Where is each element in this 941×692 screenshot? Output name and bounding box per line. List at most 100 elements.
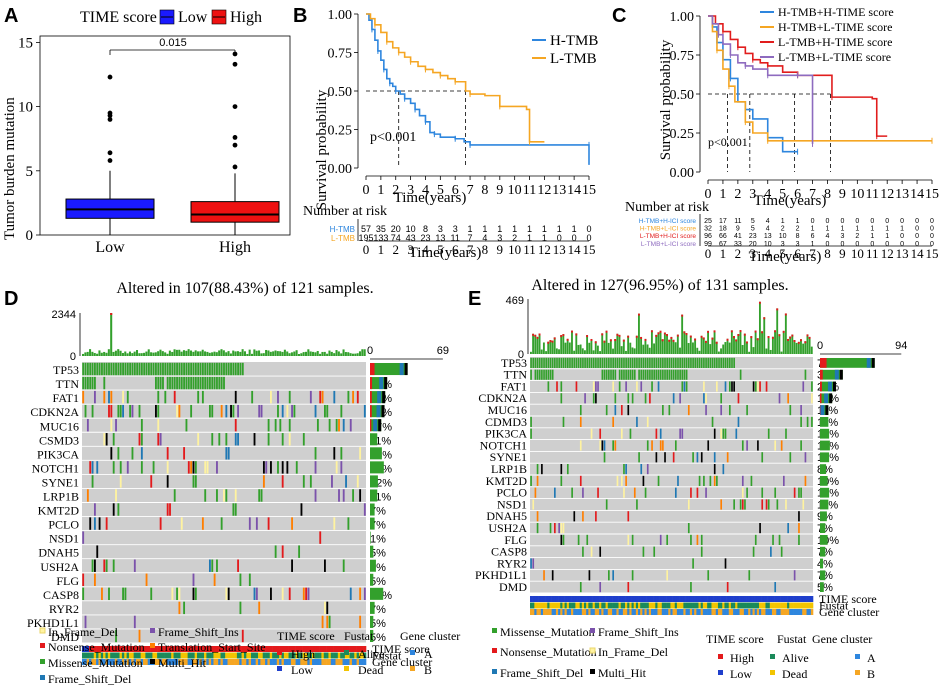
onco-annotation-cell [687, 609, 691, 615]
onco-percent-label: 5% [370, 576, 386, 588]
onco-cell [631, 534, 634, 545]
onco-cell [603, 369, 606, 380]
onco-cell [605, 405, 608, 416]
onco-annotation-cell [551, 609, 555, 615]
onco-annotation-cell [293, 659, 296, 665]
risk-xtick-label: 10 [851, 246, 864, 261]
onco-annot-legend-label: A [424, 647, 433, 661]
onco-legend-swatch [150, 659, 155, 664]
onco-annotation-cell [804, 602, 807, 609]
risk-xtick-label: 11 [866, 246, 879, 261]
onco-annotation-cell [281, 659, 285, 665]
onco-cell [166, 362, 169, 376]
onco-cell [657, 369, 660, 380]
onco-annotation-cell [194, 659, 198, 665]
onco-top-bar [789, 336, 792, 354]
onco-annotation-cell [793, 596, 797, 602]
onco-cell [223, 362, 225, 376]
onco-annotation-cell [685, 609, 689, 615]
onco-cell [726, 452, 729, 463]
onco-cell [551, 570, 554, 581]
risk-count: 23 [749, 233, 757, 240]
onco-side-bar-seg [820, 369, 823, 380]
onco-cell [599, 428, 602, 439]
onco-top-bar-cap [575, 333, 578, 336]
onco-annotation-cell [683, 602, 686, 609]
onco-cell [599, 582, 602, 593]
onco-annotation-cell [646, 609, 650, 615]
onco-annotation-cell [672, 596, 676, 602]
km-ytick-label: 0.00 [328, 162, 353, 177]
onco-annotation-cell [670, 596, 673, 602]
onco-top-bar [154, 352, 157, 356]
onco-annotation-cell [683, 609, 686, 615]
onco-annotation-cell [121, 659, 125, 665]
onco-annotation-cell [810, 609, 814, 615]
onco-annotation-cell [720, 609, 723, 615]
onco-annotation-cell [717, 602, 721, 609]
onco-annotation-cell [661, 596, 665, 602]
onco-top-bar [679, 347, 681, 354]
onco-annotation-cell [117, 652, 120, 659]
onco-gene-label: NSD1 [49, 532, 79, 546]
onco-annotation-cell [290, 646, 294, 652]
onco-top-bar [692, 342, 694, 354]
onco-cell [640, 357, 643, 368]
risk-count: 0 [870, 218, 874, 225]
onco-top-bar-cap [743, 333, 746, 336]
onco-top-bar [255, 350, 258, 356]
onco-annotation-cell [575, 596, 578, 602]
onco-cell [629, 357, 632, 368]
panel-a-outlier [232, 135, 238, 140]
onco-cell [800, 405, 802, 416]
onco-cell [754, 381, 757, 392]
onco-annotation-cell [581, 602, 585, 609]
onco-side-bar [820, 358, 875, 368]
onco-top-bar-cap [689, 335, 692, 338]
onco-top-bar-cap [655, 334, 658, 337]
onco-cell [237, 559, 240, 572]
onco-cell [741, 499, 744, 510]
onco-side-bar [820, 499, 829, 510]
onco-annotation-cell [717, 609, 721, 615]
onco-annotation-cell [208, 652, 212, 659]
onco-cell [713, 464, 716, 475]
onco-cell [798, 487, 800, 498]
onco-cell [293, 404, 296, 418]
onco-side-bar-seg [370, 363, 375, 376]
onco-annotation-cell [333, 646, 336, 652]
risk-xtick-label: 1 [378, 242, 385, 257]
onco-annotation-cell [316, 646, 320, 652]
onco-annotation-cell [335, 652, 339, 659]
onco-top-bar [594, 341, 597, 354]
panel-a-pvalue: 0.015 [159, 37, 187, 49]
onco-cell [636, 499, 638, 510]
onco-cell [110, 447, 113, 460]
onco-cell [98, 517, 101, 530]
onco-annotation-cell [105, 652, 109, 659]
onco-annotation-cell [717, 596, 721, 602]
onco-cell [700, 546, 703, 557]
onco-cell [761, 499, 764, 510]
onco-cell [612, 416, 615, 427]
onco-top-bar [659, 330, 662, 354]
onco-top-bar-cap [560, 335, 563, 338]
onco-annotation-cell [655, 596, 658, 602]
onco-top-bar [206, 351, 209, 356]
onco-top-bar-cap [562, 334, 565, 337]
onco-annotation-cell [227, 652, 231, 659]
onco-cell [169, 503, 171, 516]
onco-cell [192, 461, 195, 474]
onco-annotation-cell [199, 652, 203, 659]
onco-top-bar-cap [754, 330, 757, 333]
onco-cell [765, 381, 768, 392]
onco-cell [772, 534, 774, 545]
onco-annotation-cell [571, 609, 574, 615]
onco-cell [761, 452, 764, 463]
km-xtick-label: 10 [850, 187, 864, 202]
km-xtick-label: 3 [407, 183, 414, 198]
onco-top-bar [157, 351, 160, 356]
onco-gene-label: DMD [499, 580, 527, 594]
onco-cell [356, 390, 359, 404]
onco-cell [258, 601, 261, 615]
